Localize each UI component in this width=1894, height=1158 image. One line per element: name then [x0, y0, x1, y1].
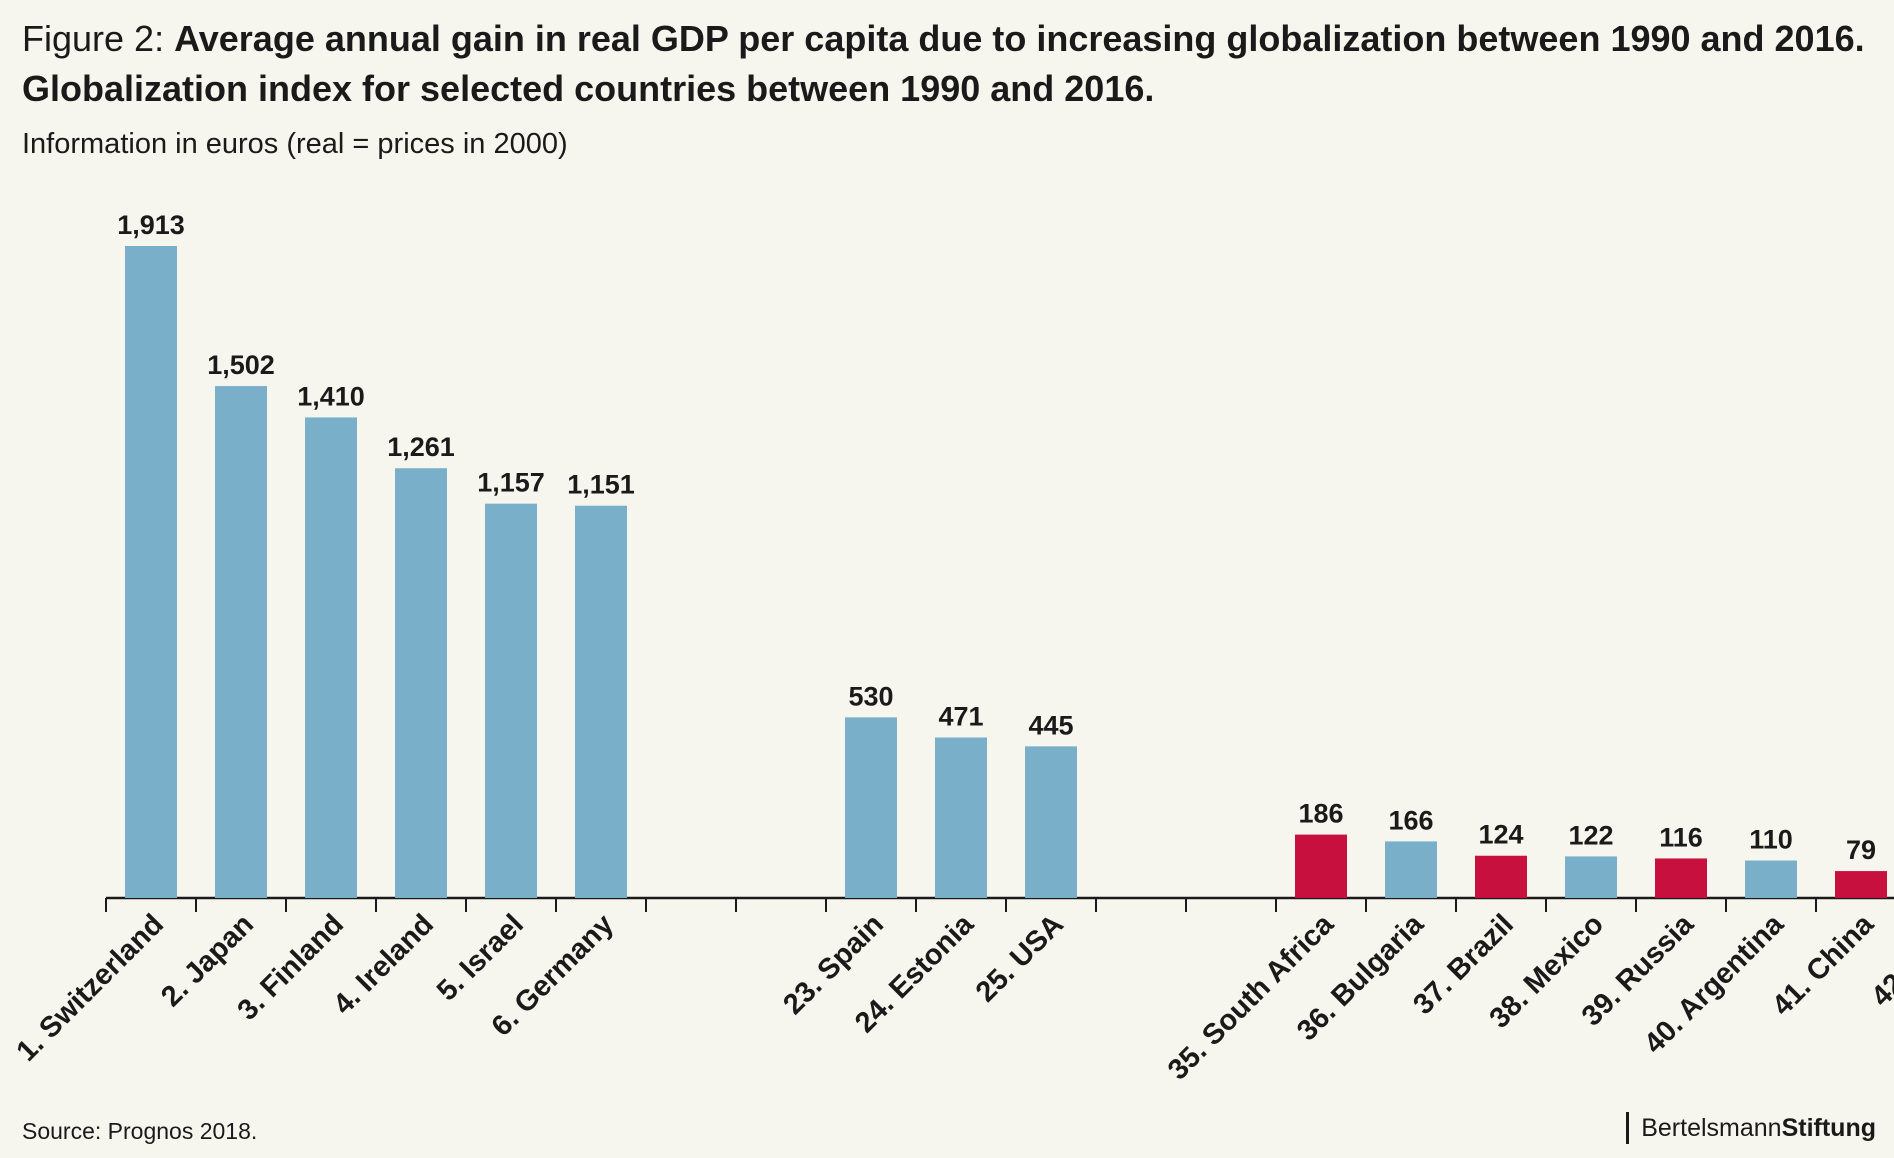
logo-text: BertelsmannStiftung	[1641, 1114, 1876, 1143]
data-label: 1,261	[387, 432, 455, 462]
chart-subtitle: Information in euros (real = prices in 2…	[22, 128, 568, 160]
figure-number: Figure 2:	[22, 18, 165, 59]
data-label: 1,410	[297, 381, 365, 411]
bar	[935, 737, 987, 898]
data-label: 445	[1028, 710, 1073, 740]
data-label: 122	[1568, 820, 1613, 850]
bar	[575, 505, 627, 898]
data-label: 110	[1749, 825, 1793, 855]
bar	[395, 468, 447, 898]
data-label: 471	[938, 701, 983, 731]
bar	[1385, 841, 1437, 898]
chart-title-line-2: Globalization index for selected countri…	[22, 68, 1155, 109]
bar	[1835, 871, 1887, 898]
data-label: 1,157	[477, 468, 545, 498]
logo-divider	[1626, 1112, 1630, 1144]
bar	[215, 386, 267, 898]
bar	[1475, 855, 1527, 898]
bar	[1025, 746, 1077, 898]
data-label: 530	[848, 681, 893, 711]
data-label: 1,151	[567, 470, 635, 500]
bar	[1565, 856, 1617, 898]
logo-text-light: Bertelsmann	[1641, 1113, 1782, 1142]
bar	[485, 503, 537, 898]
bar	[125, 246, 177, 898]
logo-text-bold: Stiftung	[1781, 1113, 1876, 1142]
data-label: 186	[1298, 799, 1343, 829]
bar	[1655, 858, 1707, 898]
publisher-logo: BertelsmannStiftung	[1626, 1111, 1876, 1145]
bar	[845, 717, 897, 898]
bar	[1745, 860, 1797, 898]
chart-title: Average annual gain in real GDP per capi…	[174, 18, 1865, 59]
data-label: 1,913	[117, 210, 185, 240]
x-tick-label: 35. South Africa	[1162, 908, 1341, 1087]
data-label: 1,502	[207, 350, 275, 380]
data-label: 166	[1388, 805, 1433, 835]
x-tick-label: 25. USA	[970, 908, 1070, 1008]
source-note: Source: Prognos 2018.	[22, 1118, 258, 1144]
chart-header: Figure 2: Average annual gain in real GD…	[22, 14, 1872, 164]
data-label: 79	[1846, 835, 1876, 865]
data-label: 116	[1659, 822, 1703, 852]
bar	[1295, 834, 1347, 898]
bar	[305, 417, 357, 898]
data-label: 124	[1478, 820, 1523, 850]
x-tick-label: 1. Switzerland	[11, 908, 170, 1067]
chart-title-line-1: Figure 2: Average annual gain in real GD…	[22, 14, 1872, 64]
